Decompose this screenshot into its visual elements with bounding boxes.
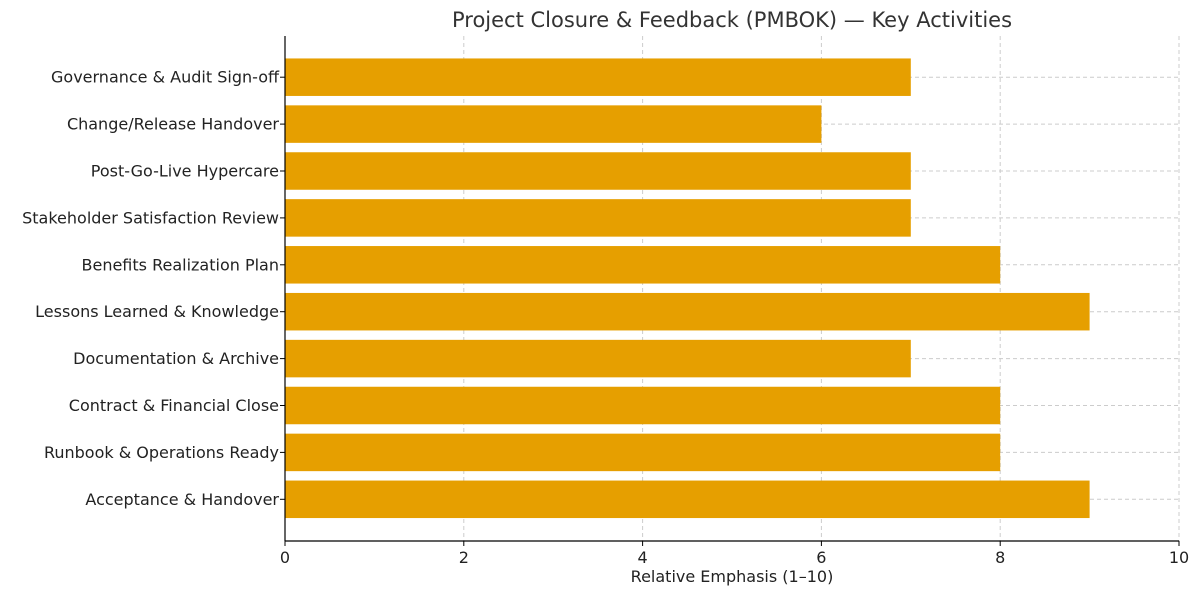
x-tick-label: 8: [995, 548, 1005, 567]
x-tick-label: 10: [1169, 548, 1189, 567]
bar: [285, 199, 911, 237]
bar: [285, 105, 822, 143]
x-tick-label: 6: [816, 548, 826, 567]
category-label: Post-Go-Live Hypercare: [91, 162, 279, 181]
bar: [285, 386, 1001, 425]
category-label: Lessons Learned & Knowledge: [35, 302, 279, 321]
x-tick-label: 2: [459, 548, 469, 567]
category-label: Stakeholder Satisfaction Review: [22, 208, 279, 227]
category-label: Contract & Financial Close: [69, 396, 279, 415]
bar: [285, 292, 1090, 331]
bar: [285, 433, 1001, 472]
category-label: Benefits Realization Plan: [82, 255, 280, 274]
category-label: Governance & Audit Sign-off: [51, 68, 280, 87]
labels: Governance & Audit Sign-off Change/Releas…: [22, 68, 1189, 567]
axes: [280, 36, 1180, 546]
x-tick-label: 0: [280, 548, 290, 567]
x-axis-label: Relative Emphasis (1–10): [631, 567, 834, 586]
bar: [285, 152, 911, 190]
category-label: Acceptance & Handover: [85, 490, 279, 509]
category-label: Documentation & Archive: [73, 349, 279, 368]
chart-title: Project Closure & Feedback (PMBOK) — Key…: [452, 8, 1012, 32]
bar: [285, 246, 1001, 284]
bar: [285, 58, 911, 96]
bar: [285, 480, 1090, 519]
category-label: Change/Release Handover: [67, 115, 279, 134]
bar: [285, 339, 911, 378]
category-label: Runbook & Operations Ready: [44, 443, 279, 462]
x-tick-label: 4: [638, 548, 648, 567]
bars: [285, 58, 1090, 519]
